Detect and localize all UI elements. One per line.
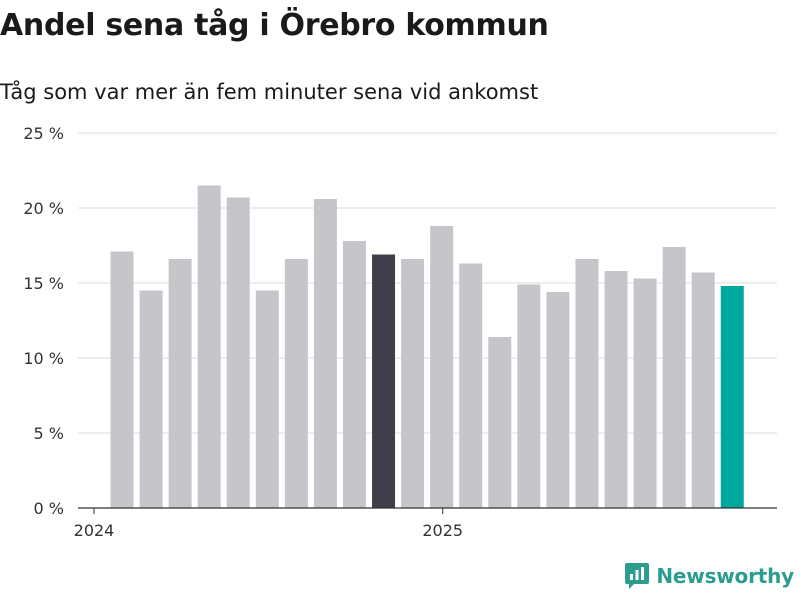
y-tick-label: 0 %: [34, 499, 64, 518]
bar: [110, 251, 134, 508]
bar: [342, 241, 366, 508]
bar: [255, 290, 279, 508]
bar: [691, 272, 715, 508]
bar: [313, 199, 337, 508]
bar: [430, 226, 454, 508]
bar: [459, 263, 483, 508]
bar: [604, 271, 628, 508]
newsworthy-logo: Newsworthy: [624, 562, 794, 590]
y-tick-label: 5 %: [34, 424, 64, 443]
bar: [168, 259, 192, 508]
x-tick-label: 2024: [74, 521, 115, 540]
y-tick-label: 20 %: [23, 199, 64, 218]
bar: [226, 197, 250, 508]
bar: [197, 185, 221, 508]
bar: [401, 259, 425, 508]
bar: [488, 337, 512, 508]
chart-title: Andel sena tåg i Örebro kommun: [0, 8, 549, 43]
y-tick-label: 25 %: [23, 124, 64, 143]
newsworthy-logo-icon: [625, 563, 650, 589]
y-tick-label: 10 %: [23, 349, 64, 368]
x-tick-label: 2025: [422, 521, 463, 540]
bar: [662, 247, 686, 508]
bar: [633, 278, 657, 508]
bar: [284, 259, 308, 508]
bar: [517, 284, 541, 508]
bar: [139, 290, 163, 508]
bar-chart: 0 % 5 % 10 % 15 % 20 % 25 % 2024 2025: [23, 124, 777, 540]
bar: [575, 259, 599, 508]
bar: [372, 254, 396, 508]
brand-name: Newsworthy: [656, 564, 794, 588]
bar: [720, 286, 744, 508]
bar: [546, 292, 570, 508]
chart-subtitle: Tåg som var mer än fem minuter sena vid …: [0, 80, 539, 104]
y-tick-label: 15 %: [23, 274, 64, 293]
